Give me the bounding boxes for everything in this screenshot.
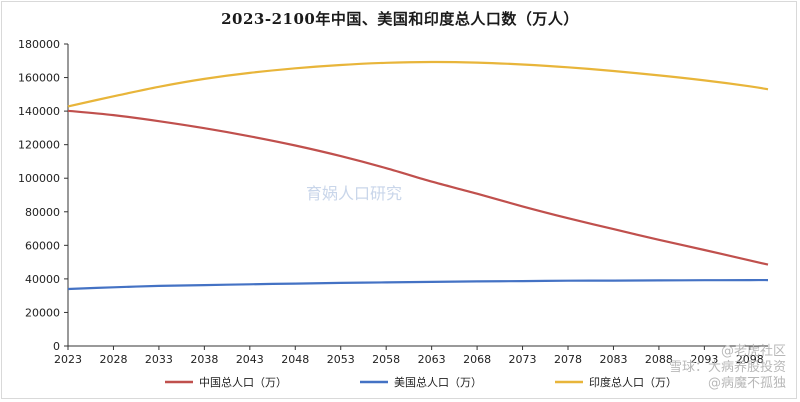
x-tick-label: 2053 bbox=[327, 353, 355, 366]
watermark-center: 育娲人口研究 bbox=[306, 184, 403, 203]
legend-label-1: 美国总人口（万） bbox=[394, 375, 482, 389]
y-tick-labels: 0 20000 40000 60000 80000 100000 120000 140000 1… bbox=[18, 38, 60, 353]
watermark-line-3: @病魔不孤独 bbox=[707, 376, 786, 391]
y-tick-label: 80000 bbox=[25, 206, 60, 219]
x-tick-label: 2078 bbox=[554, 353, 582, 366]
legend-label-2: 印度总人口（万） bbox=[589, 375, 677, 389]
x-tick-label: 2038 bbox=[190, 353, 218, 366]
x-tick-label: 2058 bbox=[372, 353, 400, 366]
x-tick-label: 2073 bbox=[509, 353, 537, 366]
y-tick-label: 20000 bbox=[25, 306, 60, 319]
axes bbox=[64, 43, 768, 350]
x-tick-label: 2028 bbox=[99, 353, 127, 366]
x-tick-label: 2048 bbox=[281, 353, 309, 366]
x-tick-label: 2068 bbox=[463, 353, 491, 366]
x-tick-label: 2023 bbox=[54, 353, 82, 366]
y-tick-label: 120000 bbox=[18, 139, 60, 152]
legend: 中国总人口（万） 美国总人口（万） 印度总人口（万） bbox=[165, 375, 677, 389]
x-tick-label: 2033 bbox=[145, 353, 173, 366]
y-tick-label: 160000 bbox=[18, 72, 60, 85]
x-tick-label: 2083 bbox=[599, 353, 627, 366]
x-tick-label: 2043 bbox=[236, 353, 264, 366]
x-tick-label: 2063 bbox=[418, 353, 446, 366]
series-line-1 bbox=[67, 278, 769, 291]
x-tick-label: 2098 bbox=[736, 353, 764, 366]
x-tick-label: 2088 bbox=[645, 353, 673, 366]
watermark-line-1: @老虎社区 bbox=[720, 344, 786, 359]
watermark-corner: @老虎社区 雪球：大病养股投资 @病魔不孤独 bbox=[669, 344, 786, 392]
y-tick-label: 40000 bbox=[25, 273, 60, 286]
y-tick-label: 180000 bbox=[18, 38, 60, 51]
x-tick-labels: 2023 2028 2033 2038 2043 2048 2053 2058 2063 2068… bbox=[54, 353, 764, 366]
y-tick-label: 0 bbox=[53, 340, 60, 353]
y-tick-label: 100000 bbox=[18, 172, 60, 185]
x-tick-label: 2093 bbox=[690, 353, 718, 366]
chart-title: 2023-2100年中国、美国和印度总人口数（万人） bbox=[221, 10, 579, 28]
y-tick-label: 60000 bbox=[25, 239, 60, 252]
series-line-2 bbox=[67, 60, 769, 108]
series-lines bbox=[67, 60, 769, 291]
legend-label-0: 中国总人口（万） bbox=[199, 375, 287, 389]
series-line-0 bbox=[67, 109, 769, 266]
watermark-line-2: 雪球：大病养股投资 bbox=[668, 360, 786, 375]
y-tick-label: 140000 bbox=[18, 105, 60, 118]
